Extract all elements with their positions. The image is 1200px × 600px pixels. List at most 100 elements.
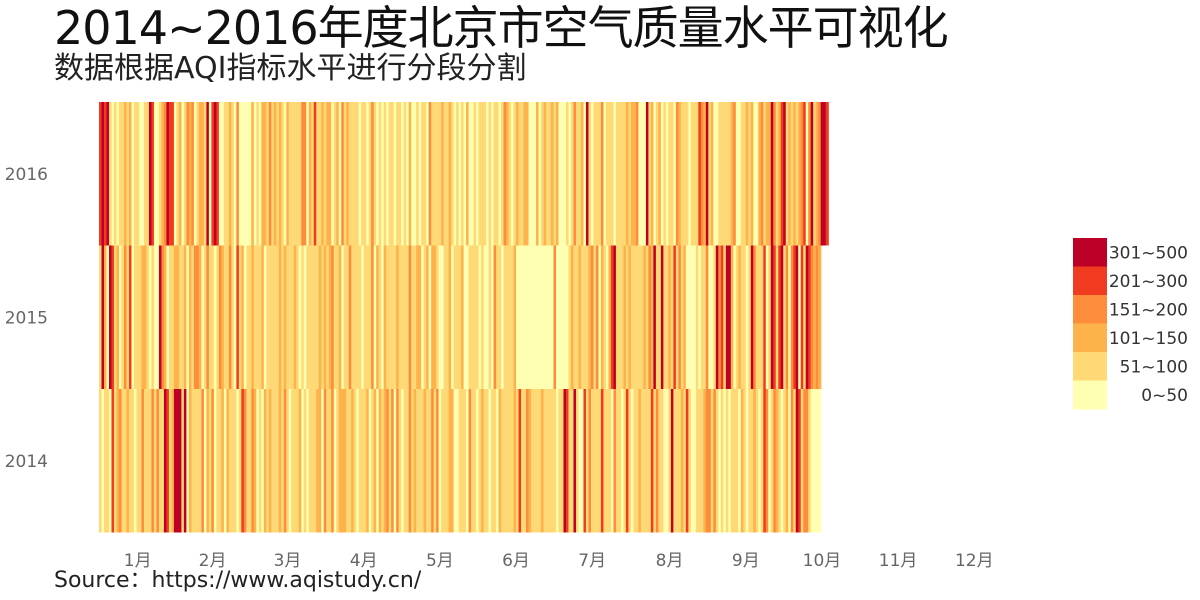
legend-swatch: [1073, 323, 1107, 353]
heatmap-cell: [685, 102, 689, 246]
heatmap-cell: [613, 389, 617, 533]
heatmap-cell: [815, 389, 819, 533]
heatmap-cell: [468, 102, 472, 246]
heatmap-cell: [528, 102, 532, 246]
legend-label: 201~300: [1109, 272, 1188, 292]
heatmap-cell: [483, 389, 487, 533]
heatmap-cell: [193, 389, 197, 533]
heatmap-cell: [573, 389, 577, 533]
heatmap-cell: [263, 245, 267, 389]
heatmap-cell: [608, 102, 612, 246]
heatmap-cell: [685, 245, 689, 389]
heatmap-cell: [386, 102, 390, 246]
heatmap-cell: [421, 389, 425, 533]
heatmap-cell: [401, 245, 405, 389]
heatmap-cell: [820, 102, 824, 246]
heatmap-cell: [743, 102, 747, 246]
month-label: 3月: [274, 551, 302, 571]
heatmap-cell: [356, 102, 360, 246]
heatmap-cell: [625, 389, 630, 533]
heatmap-cell: [411, 102, 415, 246]
heatmap-cell: [253, 102, 257, 246]
heatmap-cell: [316, 245, 320, 389]
legend-label: 301~500: [1109, 243, 1188, 263]
heatmap-cell: [213, 102, 217, 246]
heatmap-cell: [351, 102, 355, 246]
heatmap-cell: [281, 245, 285, 389]
heatmap-cell: [745, 389, 749, 533]
heatmap-cell: [603, 389, 607, 533]
heatmap-cell: [618, 102, 622, 246]
heatmap-cell: [298, 102, 302, 246]
heatmap-cell: [273, 245, 277, 389]
heatmap-cell: [413, 245, 417, 389]
heatmap-cell: [188, 389, 192, 533]
heatmap-cell: [203, 102, 207, 246]
heatmap-cell: [760, 389, 764, 533]
heatmap-cell: [695, 245, 699, 389]
heatmap-cell: [543, 245, 547, 389]
heatmap-cell: [183, 389, 188, 533]
heatmap-cell: [665, 389, 669, 533]
heatmap-cell: [508, 245, 512, 389]
heatmap-cell: [560, 389, 565, 533]
heatmap-cell: [648, 389, 652, 533]
heatmap-cell: [605, 245, 610, 389]
heatmap-cell: [423, 245, 427, 389]
heatmap-cell: [231, 102, 235, 246]
heatmap-cell: [758, 389, 762, 533]
heatmap-cell: [605, 102, 610, 246]
heatmap-cell: [570, 389, 575, 533]
heatmap-cell: [333, 245, 337, 389]
heatmap-cell: [446, 102, 450, 246]
heatmap-cell: [723, 102, 727, 246]
heatmap-cell: [760, 245, 764, 389]
heatmap-cell: [513, 389, 517, 533]
heatmap-cell: [790, 102, 794, 246]
heatmap-cell: [383, 389, 387, 533]
heatmap-cell: [231, 245, 235, 389]
heatmap-cell: [765, 245, 769, 389]
heatmap-cell: [558, 245, 562, 389]
heatmap-cell: [378, 245, 382, 389]
heatmap-cell: [748, 389, 752, 533]
heatmap-cell: [266, 389, 270, 533]
heatmap-cell: [376, 389, 380, 533]
heatmap-cell: [196, 245, 200, 389]
heatmap-cell: [101, 245, 105, 389]
heatmap-cell: [271, 102, 275, 246]
heatmap-cell: [693, 389, 697, 533]
heatmap-cell: [538, 102, 542, 246]
heatmap-cell: [313, 102, 317, 246]
heatmap-cell: [763, 102, 767, 246]
legend: 301~500 201~300 151~200 101~150 51~100 0~50: [1073, 238, 1188, 410]
heatmap-cell: [431, 102, 435, 246]
heatmap-cell: [201, 102, 205, 246]
heatmap-cell: [373, 102, 377, 246]
heatmap-cell: [740, 245, 744, 389]
heatmap-cell: [610, 102, 615, 246]
heatmap-cell: [241, 245, 245, 389]
heatmap-cell: [133, 245, 138, 389]
heatmap-cell: [141, 245, 145, 389]
heatmap-cell: [483, 102, 487, 246]
heatmap-cell: [151, 102, 155, 246]
heatmap-cell: [451, 389, 455, 533]
heatmap-cell: [418, 389, 422, 533]
heatmap-cell: [570, 102, 575, 246]
heatmap-cell: [386, 245, 390, 389]
heatmap-cell: [620, 102, 625, 246]
heatmap-cell: [658, 245, 662, 389]
heatmap-cell: [778, 102, 782, 246]
heatmap-cell: [353, 102, 357, 246]
heatmap-cell: [735, 245, 739, 389]
heatmap-cell: [216, 389, 220, 533]
heatmap-cell: [316, 102, 320, 246]
heatmap-cell: [785, 245, 789, 389]
heatmap-cell: [468, 245, 472, 389]
heatmap-cell: [670, 245, 674, 389]
heatmap-cell: [188, 102, 192, 246]
heatmap-cell: [336, 102, 340, 246]
heatmap-cell: [808, 389, 812, 533]
heatmap-cell: [808, 102, 812, 246]
